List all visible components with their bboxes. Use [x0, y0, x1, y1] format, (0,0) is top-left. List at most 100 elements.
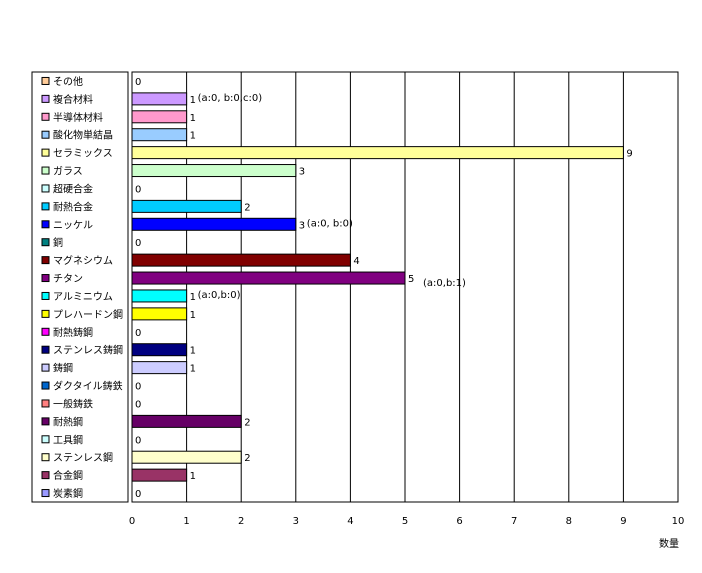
bar-annotation: (a:0,b:0) — [198, 290, 241, 301]
legend-swatch — [41, 220, 50, 229]
x-axis-label: 数量 — [659, 537, 679, 550]
bar-value-label: 1 — [190, 364, 196, 375]
legend-label: 耐熱鋼 — [53, 415, 83, 428]
bar — [131, 146, 624, 160]
legend-swatch — [41, 112, 50, 121]
x-tick-label: 1 — [183, 516, 189, 527]
bar-value-label: 0 — [135, 435, 141, 446]
legend-label: チタン — [53, 273, 83, 285]
bar-value-label: 4 — [353, 256, 359, 267]
bar-value-label: 2 — [244, 453, 250, 464]
x-tick-label: 0 — [129, 516, 135, 527]
bar — [131, 343, 188, 357]
legend-label: ガラス — [53, 166, 83, 178]
legend-label: 鋳鋼 — [53, 362, 73, 375]
legend-swatch — [41, 381, 50, 390]
bar-value-label: 0 — [135, 399, 141, 410]
legend-label: 炭素鋼 — [53, 487, 83, 500]
bar — [131, 289, 188, 303]
legend-swatch — [41, 327, 50, 336]
bar-value-label: 1 — [190, 113, 196, 124]
gridlines — [186, 72, 624, 502]
bar — [131, 110, 188, 124]
bar-value-label: 9 — [626, 149, 632, 160]
legend-label: マグネシウム — [53, 254, 113, 267]
legend-label: 銅 — [53, 236, 63, 249]
bar-value-label: 3 — [299, 220, 305, 231]
bar-value-label: 1 — [190, 95, 196, 106]
legend-label: ニッケル — [53, 219, 93, 231]
legend-label: 超硬合金 — [53, 182, 93, 195]
bar — [131, 361, 188, 375]
bar-annotation: (a:0,b:1) — [423, 278, 466, 289]
legend-swatch — [41, 274, 50, 283]
bar — [131, 307, 188, 321]
bar-value-label: 2 — [244, 417, 250, 428]
bar-value-label: 1 — [190, 310, 196, 321]
x-tick-label: 2 — [238, 516, 244, 527]
bar-value-label: 3 — [299, 167, 305, 178]
legend-swatch — [41, 363, 50, 372]
legend-label: ステンレス鋼 — [53, 451, 113, 464]
legend-swatch — [41, 166, 50, 175]
legend-swatch — [41, 399, 50, 408]
bar-value-label: 0 — [135, 238, 141, 249]
legend-swatch — [41, 202, 50, 211]
x-tick-label: 10 — [672, 516, 685, 527]
bar — [131, 217, 297, 231]
legend-box — [31, 71, 129, 503]
legend-label: その他 — [53, 75, 83, 88]
legend-swatch — [41, 471, 50, 480]
legend-label: セラミックス — [53, 148, 113, 160]
bar-value-label: 0 — [135, 382, 141, 393]
x-tick-label: 4 — [347, 516, 353, 527]
bar — [131, 128, 188, 142]
x-tick-label: 5 — [402, 516, 408, 527]
bar-value-label: 1 — [190, 471, 196, 482]
legend-swatch — [41, 489, 50, 498]
legend-label: 合金鋼 — [53, 469, 83, 482]
bar-value-label: 1 — [190, 346, 196, 357]
legend-label: ステンレス鋳鋼 — [53, 344, 123, 357]
legend-label: 耐熱鋳鋼 — [53, 326, 93, 339]
legend-swatch — [41, 238, 50, 247]
legend-label: 半導体材料 — [53, 111, 103, 124]
legend-label: 工具鋼 — [53, 433, 83, 446]
legend-swatch — [41, 148, 50, 157]
legend-swatch — [41, 309, 50, 318]
legend: その他複合材料半導体材料酸化物単結晶セラミックスガラス超硬合金耐熱合金ニッケル銅… — [41, 75, 123, 500]
legend-swatch — [41, 256, 50, 265]
bar-value-label: 2 — [244, 202, 250, 213]
legend-swatch — [41, 94, 50, 103]
bar-value-label: 0 — [135, 77, 141, 88]
x-axis-ticks: 0 1 2 3 4 5 6 7 8 9 10 — [129, 516, 685, 527]
legend-label: 複合材料 — [53, 93, 93, 106]
legend-swatch — [41, 76, 50, 85]
bar — [131, 450, 242, 464]
bar-value-label: 0 — [135, 328, 141, 339]
legend-label: ダクタイル鋳鉄 — [53, 380, 123, 393]
bar — [131, 164, 297, 178]
bar — [131, 414, 242, 428]
x-tick-label: 6 — [456, 516, 462, 527]
bar-value-label: 5 — [408, 274, 414, 285]
bar — [131, 92, 188, 106]
bar-value-label: 0 — [135, 489, 141, 500]
bar — [131, 271, 406, 285]
legend-swatch — [41, 435, 50, 444]
legend-swatch — [41, 130, 50, 139]
bar-value-label: 1 — [190, 131, 196, 142]
x-tick-label: 9 — [620, 516, 626, 527]
bar — [131, 199, 242, 213]
bar-annotation: (a:0, b:0) — [307, 218, 353, 229]
x-tick-label: 8 — [566, 516, 572, 527]
legend-swatch — [41, 417, 50, 426]
x-tick-label: 3 — [293, 516, 299, 527]
legend-label: 酸化物単結晶 — [53, 129, 113, 142]
legend-label: 耐熱合金 — [53, 200, 93, 213]
legend-swatch — [41, 291, 50, 300]
legend-label: プレハードン鋼 — [53, 308, 123, 321]
x-tick-label: 7 — [511, 516, 517, 527]
